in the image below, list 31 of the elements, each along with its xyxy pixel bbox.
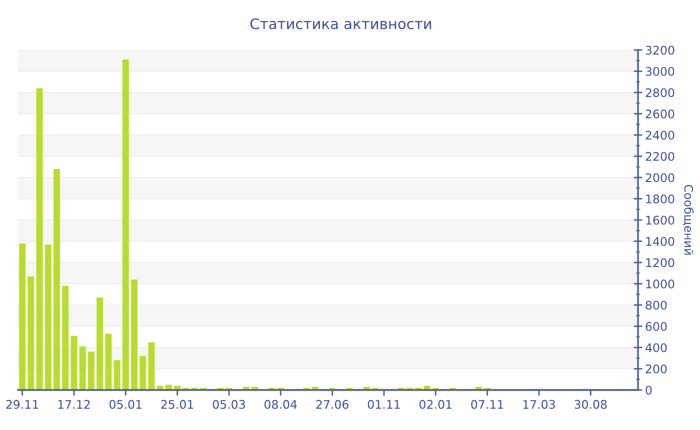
y-tick-label: 800 [646,300,667,310]
y-tick-label: 200 [646,364,667,374]
x-tick-label: 27.06 [316,400,348,409]
y-tick-label: 2400 [646,130,674,140]
y-tick-label: 2600 [646,109,674,118]
y-tick-label: 0 [646,386,652,395]
x-tick-label: 25.01 [161,400,194,409]
x-tick-label: 05.01 [110,400,142,409]
y-tick-label: 2200 [646,152,674,161]
x-tick-label: 17.12 [58,400,90,409]
x-tick-label: 29.11 [6,400,38,409]
y-tick-label: 3200 [646,46,674,55]
x-tick-label: 30.08 [574,400,607,409]
x-tick-label: 17.03 [523,400,555,409]
y-tick-label: 1400 [646,236,674,246]
x-tick-label: 02.01 [420,400,452,409]
y-tick-label: 2000 [646,173,674,182]
y-tick-label: 1600 [646,216,674,225]
y-tick-label: 3000 [646,66,674,76]
y-axis-title: Сообщений [682,184,694,255]
y-tick-label: 2800 [646,88,674,98]
x-tick-label: 07.11 [471,400,504,409]
x-tick-label: 01.11 [368,400,400,409]
chart-title: Статистика активности [250,18,432,30]
y-tick-label: 400 [646,343,667,352]
y-tick-label: 600 [646,322,667,331]
x-tick-label: 08.04 [264,400,297,409]
y-tick-label: 1800 [646,194,674,204]
y-tick-label: 1200 [646,258,674,268]
y-tick-label: 1000 [646,279,674,288]
x-tick-label: 05.03 [212,400,245,409]
